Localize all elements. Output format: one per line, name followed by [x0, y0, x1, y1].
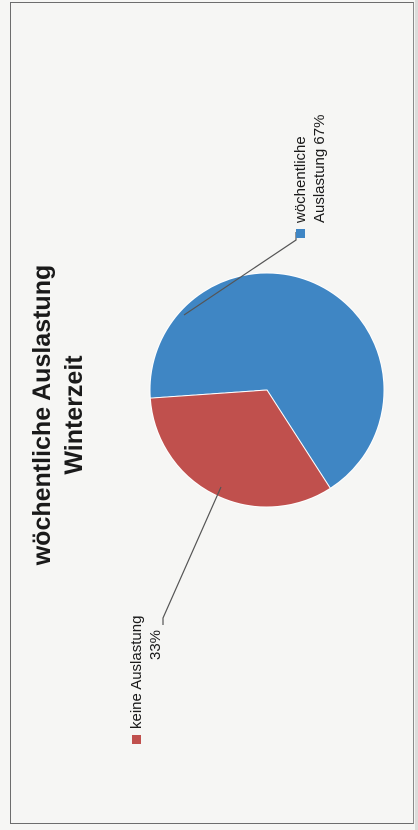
leader-line-none	[162, 486, 222, 625]
chart-frame	[10, 2, 414, 824]
scan-edge	[415, 0, 418, 830]
pie-slice-none	[149, 389, 332, 508]
data-label-marker-weekly	[296, 229, 305, 238]
data-label-marker-none	[132, 735, 141, 744]
chart-title-line-2: Winterzeit	[60, 355, 88, 475]
data-label-weekly-line-2: Auslastung 67%	[311, 115, 328, 223]
pie-slice-weekly	[149, 272, 385, 490]
pie-slices	[149, 272, 385, 508]
data-label-none-line-1: keine Auslastung	[128, 616, 145, 729]
chart-title-line-1: wöchentliche Auslastung	[28, 265, 56, 567]
data-label-none-line-2: 33%	[147, 630, 164, 660]
data-label-weekly-line-1: wöchentliche	[292, 136, 309, 224]
